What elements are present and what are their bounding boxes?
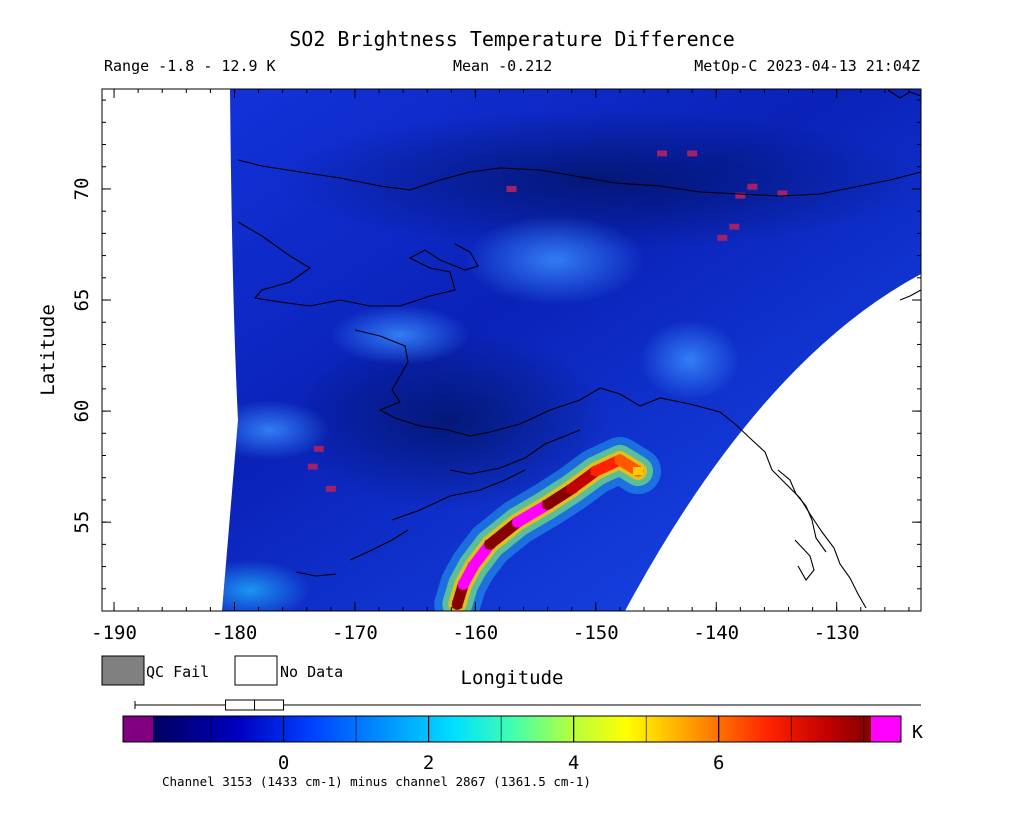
colorbar-tick-label: 0: [278, 752, 289, 774]
legend-swatch-qc-fail: [101, 655, 145, 686]
colorbar-frame: [122, 715, 902, 743]
swath-light-blob-west: [330, 305, 470, 365]
qc-fail-pixel: [307, 463, 318, 470]
so2-plume: [434, 437, 661, 611]
range-text: Range -1.8 - 12.9 K: [104, 57, 276, 75]
x-tick-label: -170: [332, 622, 378, 644]
y-tick-label: 70: [71, 178, 93, 201]
coastlines: [237, 89, 922, 609]
colorbar-tick-label: 6: [713, 752, 724, 774]
x-axis-label: Longitude: [461, 667, 564, 689]
swath-cyan-corner: [222, 560, 310, 611]
y-tick-label: 55: [71, 511, 93, 534]
legend-label-no-data: No Data: [280, 663, 343, 681]
qc-fail-pixel: [325, 485, 336, 492]
colorbar-ticks: 0 2 4 6: [210, 716, 865, 774]
qc-fail-pixel: [747, 183, 758, 190]
qc-fail-pixel: [735, 192, 746, 199]
plot-frame: [101, 88, 922, 612]
plume-pixel: [632, 467, 643, 476]
qc-fail-pixel: [506, 185, 517, 192]
plume-pixel: [458, 580, 469, 589]
plume-pixel: [467, 562, 478, 571]
swath-dark-region: [290, 330, 610, 510]
channel-note: Channel 3153 (1433 cm-1) minus channel 2…: [162, 774, 591, 789]
coastline: [354, 329, 736, 437]
y-axis: 55 60 65 70: [71, 99, 921, 590]
y-tick-label: 65: [71, 289, 93, 312]
coastline: [899, 289, 922, 301]
colorbar-under: [123, 716, 153, 742]
qc-fail-pixel: [687, 150, 698, 157]
colorbar-tick-label: 2: [423, 752, 434, 774]
plume-pixel: [542, 500, 553, 509]
coastline: [349, 529, 409, 561]
chart-title: SO2 Brightness Temperature Difference: [289, 27, 735, 51]
colorbar-gradient: [153, 716, 871, 742]
qc-fail-pixel: [717, 234, 728, 241]
plume-pixel: [590, 467, 601, 476]
coastline: [237, 159, 922, 197]
qc-fail-pixel: [657, 150, 668, 157]
x-tick-label: -190: [91, 622, 137, 644]
satellite-time-text: MetOp-C 2023-04-13 21:04Z: [694, 57, 920, 75]
legend-swatch-no-data: [234, 655, 278, 686]
colorbar-tick-label: 4: [568, 752, 579, 774]
x-tick-label: -150: [573, 622, 619, 644]
coastline: [777, 469, 827, 553]
colorbar-unit: K: [912, 722, 923, 743]
coastline: [449, 429, 581, 475]
x-tick-label: -180: [212, 622, 258, 644]
x-tick-label: -130: [814, 622, 860, 644]
x-axis: -190 -180 -170 -160 -150 -140 -130: [91, 89, 910, 644]
mean-text: Mean -0.212: [453, 57, 552, 75]
qc-fail-pixel: [777, 190, 788, 197]
y-axis-label: Latitude: [37, 304, 59, 396]
x-tick-label: -140: [693, 622, 739, 644]
swath-data: [222, 89, 921, 611]
plume-pixel: [614, 455, 625, 464]
plume-pixel: [452, 600, 463, 609]
coastline: [237, 221, 479, 307]
qc-fail-pixel: [729, 223, 740, 230]
qc-fail-pixel: [313, 445, 324, 452]
colorbar-over: [871, 716, 901, 742]
plume-pixel: [484, 540, 495, 549]
qc-fail-pixels: [307, 150, 788, 492]
legend-label-qc-fail: QC Fail: [146, 663, 209, 681]
x-tick-label: -160: [452, 622, 498, 644]
plume-pixel: [512, 518, 523, 527]
coastline: [887, 89, 922, 99]
plume-pixel: [566, 484, 577, 493]
swath-light-blob: [465, 215, 645, 305]
coastline: [794, 539, 815, 581]
swath-cyan-edge: [640, 320, 740, 400]
y-tick-label: 60: [71, 400, 93, 423]
coastline: [391, 469, 526, 521]
plume-core-segment: [512, 498, 554, 528]
distribution-box-plot: [134, 699, 921, 711]
coastline: [295, 571, 337, 577]
swath-light-band-southwest: [222, 400, 330, 460]
